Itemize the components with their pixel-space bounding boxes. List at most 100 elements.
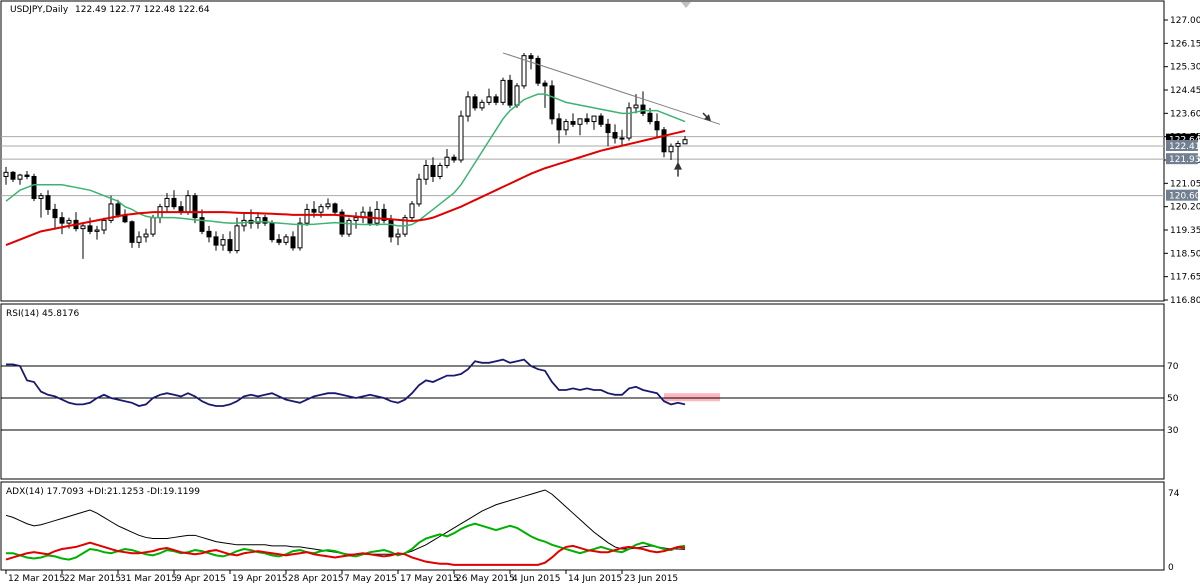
candle-bear [199, 217, 205, 232]
candle-bull [521, 55, 527, 87]
candle-bear [192, 195, 198, 219]
candle-bull [500, 79, 506, 103]
rsi-level-label: 50 [1167, 394, 1179, 404]
candle-bear [52, 208, 58, 219]
candle-bull [486, 96, 492, 103]
candle-bear [535, 57, 541, 84]
candle-bull [626, 107, 632, 139]
candle-bear [605, 123, 611, 134]
candle-bear [451, 156, 457, 161]
candle-bull [283, 236, 289, 243]
arrow-up-icon [674, 161, 682, 170]
candle-bear [647, 112, 653, 123]
price-tick-label: 119.35 [1170, 226, 1200, 236]
candle-bull [409, 203, 415, 219]
candle-bear [213, 236, 219, 246]
candle-bull [416, 178, 422, 205]
candle-bear [528, 55, 534, 59]
rsi-highlight [664, 393, 720, 402]
price-tick-label: 116.80 [1170, 296, 1200, 306]
price-label-box [1166, 140, 1198, 151]
time-tick-label: 28 Apr 2015 [288, 574, 344, 584]
candle-bull [17, 174, 23, 180]
price-panel: USDJPY,Daily 122.49 122.77 122.48 122.64… [0, 0, 1200, 306]
candle-bull [633, 104, 639, 109]
candle-bull [423, 164, 429, 180]
candle-bull [514, 85, 520, 106]
candle-bear [640, 104, 646, 114]
price-panel-frame [0, 0, 1165, 302]
chart-shift-marker-icon[interactable] [681, 2, 691, 8]
candle-bull [304, 208, 310, 224]
candle-bull [94, 229, 100, 232]
price-title: USDJPY,Daily [10, 5, 69, 15]
candle-bull [325, 203, 331, 208]
candle-bull [3, 171, 9, 177]
price-label-text: 122.41 [1169, 142, 1200, 152]
adx-axis: 74 0 [1168, 489, 1180, 573]
rsi-body [1, 358, 1164, 431]
candle-bull [591, 115, 597, 123]
candle-bear [269, 222, 275, 241]
candle-bull [220, 239, 226, 246]
rsi-level-label: 30 [1167, 426, 1179, 436]
candle-bear [584, 118, 590, 123]
candle-bull [80, 225, 86, 230]
candle-bear [262, 217, 268, 224]
price-tick-label: 118.50 [1170, 249, 1200, 259]
candle-bull [374, 208, 380, 224]
series-line-3cb371 [5, 93, 686, 227]
candle-bull [150, 217, 156, 235]
time-tick-label: 17 May 2015 [400, 574, 459, 584]
candle-bull [101, 219, 107, 231]
price-tick-label: 124.45 [1170, 86, 1200, 96]
candle-bear [381, 208, 387, 221]
adx-panel-frame [0, 481, 1165, 571]
candle-bear [612, 132, 618, 139]
time-tick-label: 9 Apr 2015 [176, 574, 226, 584]
candle-bear [31, 175, 37, 199]
time-tick-label: 14 Jun 2015 [568, 574, 622, 584]
candle-bull [577, 118, 583, 125]
candle-bull [346, 219, 352, 235]
candle-bull [136, 236, 142, 243]
candle-bear [276, 239, 282, 243]
candle-bear [570, 121, 576, 125]
time-tick-label: 19 Apr 2015 [232, 574, 288, 584]
candle-bull [234, 225, 240, 252]
candle-bull [143, 233, 149, 238]
candle-bear [45, 195, 51, 210]
candle-bear [549, 85, 555, 120]
candle-bear [311, 208, 317, 213]
candle-bull [164, 197, 170, 208]
candle-bear [115, 203, 121, 216]
price-tick-label: 121.05 [1170, 179, 1200, 189]
candle-bear [206, 230, 212, 238]
adx-title: ADX(14) 17.7093 +DI:21.1253 -DI:19.1199 [6, 487, 200, 497]
price-tick-label: 126.15 [1170, 39, 1200, 49]
arrow-down-right-stem [702, 112, 709, 119]
time-tick-label: 12 Mar 2015 [8, 574, 65, 584]
candle-bull [682, 139, 688, 145]
trendline [502, 52, 721, 125]
time-tick-label: 7 May 2015 [344, 574, 397, 584]
rsi-panel: RSI(14) 45.8176 70 50 30 [0, 303, 1179, 480]
candle-bull [255, 217, 261, 224]
annotations [502, 52, 721, 177]
time-tick-label: 22 Mar 2015 [64, 574, 121, 584]
candle-bear [59, 217, 65, 224]
candle-bear [87, 225, 93, 232]
rsi-line [6, 358, 686, 407]
time-tick-label: 26 May 2015 [456, 574, 515, 584]
price-tick-label: 125.30 [1170, 63, 1200, 73]
series-line-e00000 [5, 129, 686, 247]
candle-bull [668, 145, 674, 153]
candle-bull [563, 121, 569, 131]
candle-bear [472, 96, 478, 109]
price-label-box [1166, 189, 1198, 201]
candle-bear [332, 203, 338, 213]
price-ohlc: 122.49 122.77 122.48 122.64 [75, 5, 210, 15]
candle-bull [458, 115, 464, 161]
candle-bull [38, 195, 44, 199]
